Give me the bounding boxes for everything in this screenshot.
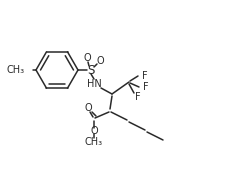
- Text: HN: HN: [87, 79, 101, 89]
- Text: CH₃: CH₃: [85, 137, 103, 147]
- Text: F: F: [135, 92, 141, 102]
- Text: CH₃: CH₃: [7, 65, 25, 75]
- Text: S: S: [87, 64, 95, 77]
- Text: O: O: [96, 56, 104, 66]
- Text: F: F: [143, 82, 149, 92]
- Text: O: O: [84, 103, 92, 113]
- Text: O: O: [90, 126, 98, 136]
- Text: O: O: [83, 53, 91, 63]
- Text: F: F: [142, 71, 148, 81]
